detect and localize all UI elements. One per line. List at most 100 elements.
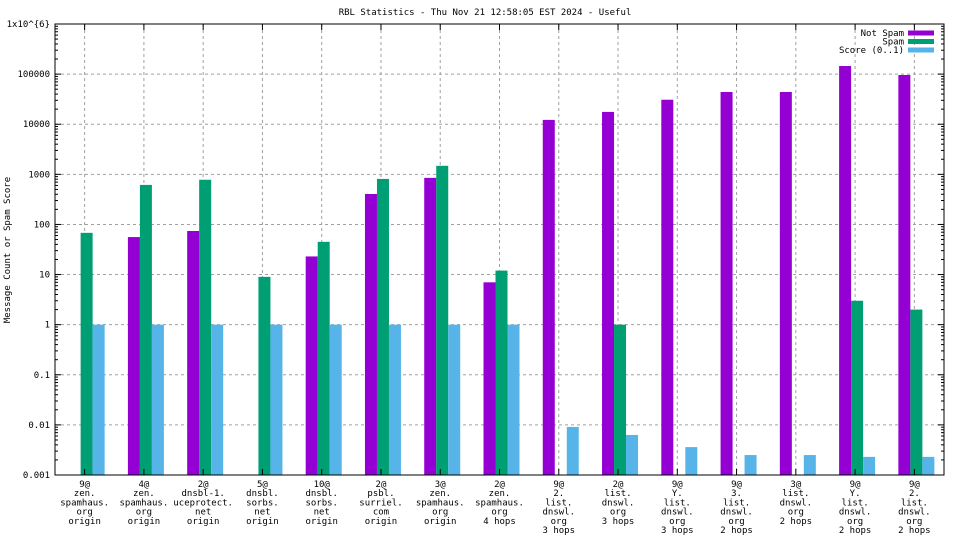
- x-tick-label: surriel.: [359, 498, 402, 508]
- score-bar: [803, 455, 816, 475]
- spam-bar: [376, 178, 389, 475]
- not-spam-bar: [839, 66, 852, 475]
- x-tick-label: 2.: [909, 489, 920, 499]
- x-tick-label: 2@: [376, 480, 387, 490]
- x-tick-label: list.: [842, 498, 869, 508]
- x-tick-label: 2 hops: [839, 526, 872, 536]
- score-bar: [922, 456, 935, 475]
- not-spam-bar: [127, 237, 140, 475]
- x-tick-label: net: [254, 508, 270, 518]
- x-tick-label: list.: [723, 498, 750, 508]
- x-tick-label: origin: [424, 517, 457, 527]
- spam-bar: [910, 309, 923, 475]
- x-tick-label: spamhaus.: [60, 498, 109, 508]
- x-tick-label: list.: [604, 489, 631, 499]
- x-tick-label: origin: [128, 517, 161, 527]
- x-tick-label: dnswl.: [720, 508, 753, 518]
- score-bar: [863, 456, 876, 475]
- x-tick-label: zen.: [74, 489, 96, 499]
- x-tick-label: 9@: [553, 480, 564, 490]
- x-tick-label: origin: [365, 517, 398, 527]
- not-spam-bar: [187, 230, 200, 475]
- x-tick-label: org: [788, 508, 804, 518]
- x-tick-label: 3@: [435, 480, 446, 490]
- not-spam-bar: [779, 91, 792, 476]
- x-tick-label: origin: [246, 517, 279, 527]
- x-tick-label: zen.: [489, 489, 511, 499]
- x-tick-label: Y.: [672, 489, 683, 499]
- not-spam-bar: [898, 74, 911, 476]
- x-tick-label: spamhaus.: [416, 498, 465, 508]
- x-tick-label: net: [195, 508, 211, 518]
- x-tick-label: dnsbl-1.: [181, 489, 224, 499]
- y-tick-label: 1x10^{6}: [7, 20, 50, 30]
- legend-swatch: [908, 30, 934, 36]
- x-tick-label: dnswl.: [898, 508, 931, 518]
- y-tick-label: 100: [34, 220, 50, 230]
- not-spam-bar: [661, 99, 674, 475]
- x-tick-label: 2@: [494, 480, 505, 490]
- x-tick-label: 2@: [198, 480, 209, 490]
- x-tick-label: 10@: [314, 480, 331, 490]
- x-tick-label: list.: [901, 498, 928, 508]
- x-tick-label: 9@: [672, 480, 683, 490]
- x-tick-label: 9@: [850, 480, 861, 490]
- spam-bar: [851, 300, 864, 475]
- x-tick-label: zen.: [133, 489, 155, 499]
- score-bar: [92, 324, 105, 475]
- not-spam-bar: [720, 91, 733, 476]
- x-tick-label: dnswl.: [780, 498, 813, 508]
- x-tick-label: 3 hops: [661, 526, 694, 536]
- score-bar: [211, 324, 224, 475]
- x-tick-label: dnsbl.: [305, 489, 338, 499]
- y-tick-label: 10000: [23, 120, 50, 130]
- x-tick-label: spamhaus.: [120, 498, 169, 508]
- score-bar: [270, 324, 283, 475]
- not-spam-bar: [483, 282, 496, 475]
- x-tick-label: 5@: [257, 480, 268, 490]
- x-tick-label: list.: [545, 498, 572, 508]
- score-bar: [151, 324, 164, 475]
- score-bar: [626, 434, 639, 475]
- x-tick-label: list.: [664, 498, 691, 508]
- not-spam-bar: [424, 177, 437, 475]
- score-bar: [685, 447, 698, 475]
- x-tick-label: 4 hops: [483, 517, 516, 527]
- x-tick-label: uceprotect.: [173, 498, 233, 508]
- x-tick-label: zen.: [429, 489, 451, 499]
- x-tick-label: org: [491, 508, 507, 518]
- spam-bar: [317, 241, 330, 475]
- not-spam-bar: [305, 256, 318, 475]
- x-tick-label: psbl.: [367, 489, 394, 499]
- x-tick-label: 9@: [731, 480, 742, 490]
- x-tick-label: origin: [305, 517, 338, 527]
- bars: [80, 66, 935, 476]
- score-bar: [388, 324, 401, 475]
- x-tick-label: 3.: [731, 489, 742, 499]
- y-tick-label: 0.1: [34, 371, 50, 381]
- x-tick-label: 3 hops: [543, 526, 576, 536]
- x-tick-label: 9@: [79, 480, 90, 490]
- y-tick-label: 1000: [28, 170, 50, 180]
- score-bar: [744, 455, 757, 475]
- spam-bar: [199, 179, 212, 475]
- x-tick-label: dnswl.: [602, 498, 635, 508]
- y-tick-label: 0.001: [23, 471, 50, 481]
- y-tick-label: 1: [45, 321, 50, 331]
- x-tick-label: list.: [782, 489, 809, 499]
- legend-label: Spam: [882, 38, 904, 48]
- spam-bar: [436, 165, 449, 475]
- x-tick-label: org: [551, 517, 567, 527]
- x-tick-label: dnswl.: [661, 508, 694, 518]
- score-bar: [448, 324, 461, 475]
- legend-label: Not Spam: [861, 29, 904, 39]
- x-tick-label: dnswl.: [543, 508, 576, 518]
- x-tick-label: origin: [187, 517, 220, 527]
- y-tick-label: 0.01: [28, 421, 50, 431]
- x-tick-label: 2 hops: [780, 517, 813, 527]
- x-tick-label: 2 hops: [720, 526, 753, 536]
- x-tick-label: 2@: [613, 480, 624, 490]
- legend-swatch: [908, 47, 934, 53]
